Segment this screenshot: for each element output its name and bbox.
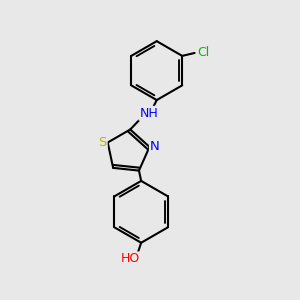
Text: S: S (98, 136, 106, 149)
Text: Cl: Cl (197, 46, 209, 59)
Text: HO: HO (121, 252, 140, 266)
Text: N: N (150, 140, 160, 153)
Text: NH: NH (140, 107, 158, 120)
